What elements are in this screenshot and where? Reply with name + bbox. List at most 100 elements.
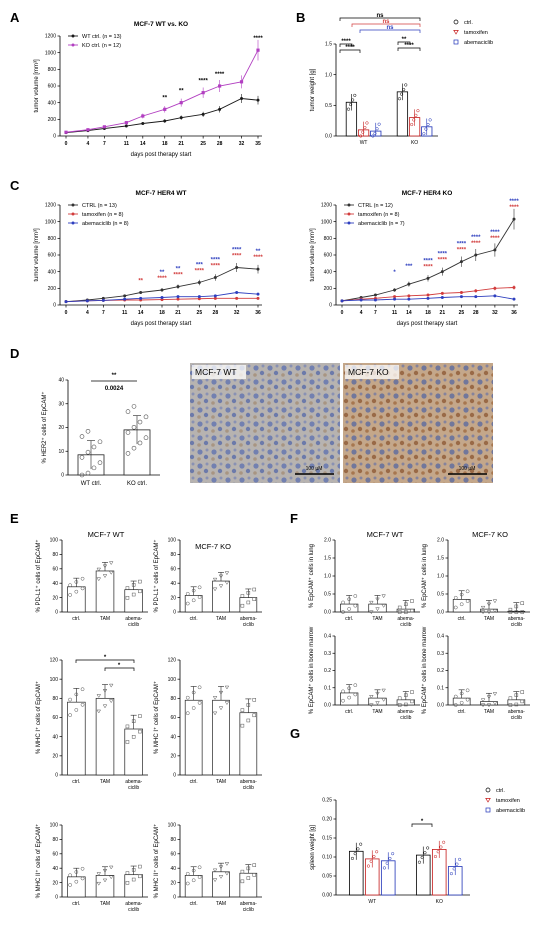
- chart-E4-data-point: [218, 706, 224, 711]
- chart-E4-x-tick-label: ctrl.: [190, 779, 198, 785]
- chart-E5-y-tick-label: 100: [50, 823, 59, 829]
- chart-E1-y-tick-label: 40: [52, 581, 58, 587]
- chart-G-y-tick-label: 0.00: [322, 893, 332, 899]
- chart-F4-data-point: [480, 703, 486, 708]
- chart-C2-legend-label: tamoxifen (n = 8): [358, 212, 400, 218]
- chart-C2-significance: ****: [471, 235, 481, 241]
- chart-C2-x-tick-label: 4: [360, 310, 363, 316]
- chart-C1-y-tick-label: 0: [53, 303, 56, 309]
- chart-E5-data-point: [68, 873, 72, 878]
- chart-G-y-axis-label: spleen weight [g]: [310, 825, 316, 870]
- chart-F3-data-point: [369, 703, 374, 708]
- chart-B-legend-label: tamoxifen: [464, 30, 488, 36]
- chart-F1-data-point: [375, 607, 380, 612]
- chart-E5-data-point: [138, 864, 142, 869]
- chart-B-significance-label: ****: [341, 39, 351, 45]
- chart-G-data-point: [436, 850, 440, 854]
- chart-A-significance: ****: [198, 79, 208, 85]
- chart-E3-y-tick-label: 60: [52, 715, 58, 721]
- chart-B-data-point: [414, 113, 418, 117]
- chart-C2-significance: ***: [405, 264, 413, 270]
- chart-C2-data-point: [440, 270, 444, 274]
- chart-F1-data-point: [375, 597, 380, 602]
- chart-F3-y-tick-label: 0.1: [324, 685, 331, 691]
- chart-A-data-point: [141, 122, 145, 125]
- chart-C2-significance: ****: [509, 199, 519, 205]
- chart-F4-y-axis-label: % EpCAM⁺ cells in bone marrow: [421, 626, 428, 714]
- chart-E3-data-point: [108, 699, 114, 704]
- chart-C2-legend-label: CTRL (n = 12): [358, 203, 393, 209]
- chart-G-data-point: [359, 842, 363, 846]
- chart-B-data-point: [363, 126, 367, 130]
- chart-C1-significance: ****: [232, 254, 242, 260]
- chart-B-data-point: [349, 103, 353, 107]
- chart-C2-significance: ****: [438, 252, 448, 258]
- chart-E2-bar: [239, 597, 258, 613]
- chart-E1-y-tick-label: 0: [55, 610, 58, 616]
- chart-E3-data-point: [96, 709, 102, 714]
- chart-F4-data-point: [492, 701, 498, 706]
- chart-E3-data-point: [74, 708, 79, 712]
- chart-C2-significance: ****: [457, 248, 467, 254]
- chart-F2-y-axis-label: % EpCAM⁺ cells in lung: [421, 544, 428, 608]
- chart-E1-data-point: [138, 589, 142, 594]
- chart-F3-data-point: [369, 694, 374, 699]
- chart-B-data-point: [416, 109, 420, 113]
- chart-C2-y-tick-label: 800: [324, 236, 333, 242]
- chart-F1-data-point: [341, 600, 345, 605]
- panel-label-C: C: [10, 178, 20, 193]
- chart-E6-data-point: [191, 868, 196, 873]
- chart-B-significance-bracket: [397, 47, 421, 51]
- chart-C1-data-point: [85, 299, 89, 303]
- chart-A-y-tick-label: 0: [53, 134, 56, 140]
- chart-C2-data-point: [373, 298, 377, 302]
- chart-C1-data-point: [197, 297, 201, 301]
- chart-E6-y-tick-label: 40: [170, 866, 176, 872]
- chart-E5-data-point: [80, 866, 85, 871]
- chart-E6-x-tick-label: ciclib: [243, 907, 254, 913]
- chart-E2-title: MCF-7 KO: [195, 542, 231, 551]
- chart-F4-data-point: [459, 691, 464, 696]
- chart-E6-y-axis-label: % MHC II⁺ cells of EpCAM⁺: [153, 824, 160, 899]
- chart-C2-data-point: [426, 296, 430, 300]
- chart-E1-y-tick-label: 20: [52, 595, 58, 601]
- chart-A-x-tick-label: 28: [217, 141, 223, 147]
- chart-E5-data-point: [96, 872, 102, 876]
- chart-E4-data-point: [252, 713, 257, 718]
- chart-E6-y-tick-label: 0: [173, 895, 176, 901]
- chart-C1-data-point: [197, 295, 201, 299]
- chart-C2-y-axis-label: tumor volume [mm³]: [310, 228, 316, 282]
- chart-A-y-tick-label: 400: [48, 100, 57, 106]
- chart-B-legend-marker: [453, 39, 459, 45]
- chart-E6-data-point: [240, 879, 245, 884]
- chart-E4-data-point: [185, 711, 190, 716]
- chart-F4-y-tick-label: 0.0: [437, 703, 444, 709]
- chart-G-legend-marker: [485, 798, 491, 803]
- chart-E4-y-tick-label: 20: [170, 754, 176, 760]
- chart-C1-x-tick-label: 25: [197, 310, 203, 316]
- chart-C2-data-point: [373, 293, 377, 297]
- chart-F4-data-point: [520, 690, 525, 694]
- chart-D-y-tick-label: 30: [58, 401, 64, 407]
- chart-E3-data-point: [125, 740, 130, 744]
- chart-B-data-point: [346, 107, 351, 111]
- chart-G-legend-marker: [485, 787, 491, 793]
- chart-E3-x-tick-label: ctrl.: [72, 779, 80, 785]
- chart-D-significance-stars: **: [112, 373, 117, 379]
- chart-E4-data-point: [252, 698, 257, 702]
- chart-D-data-point: [97, 460, 103, 465]
- chart-E2-y-tick-label: 60: [170, 567, 176, 573]
- chart-C2-significance: ****: [509, 205, 519, 211]
- chart-E4-y-tick-label: 80: [170, 696, 176, 702]
- chart-B-legend-marker: [453, 30, 459, 35]
- chart-C1-data-point: [213, 296, 217, 300]
- chart-E4-data-point: [240, 708, 245, 712]
- chart-E5-y-tick-label: 20: [52, 880, 58, 886]
- chart-F1-x-tick-label: TAM: [372, 616, 382, 622]
- chart-C2-data-point: [440, 291, 444, 295]
- chart-C2-legend-marker: [347, 212, 351, 216]
- chart-B-data-point: [371, 134, 375, 138]
- chart-C1-data-point: [160, 296, 164, 299]
- chart-D-data-point: [125, 430, 131, 435]
